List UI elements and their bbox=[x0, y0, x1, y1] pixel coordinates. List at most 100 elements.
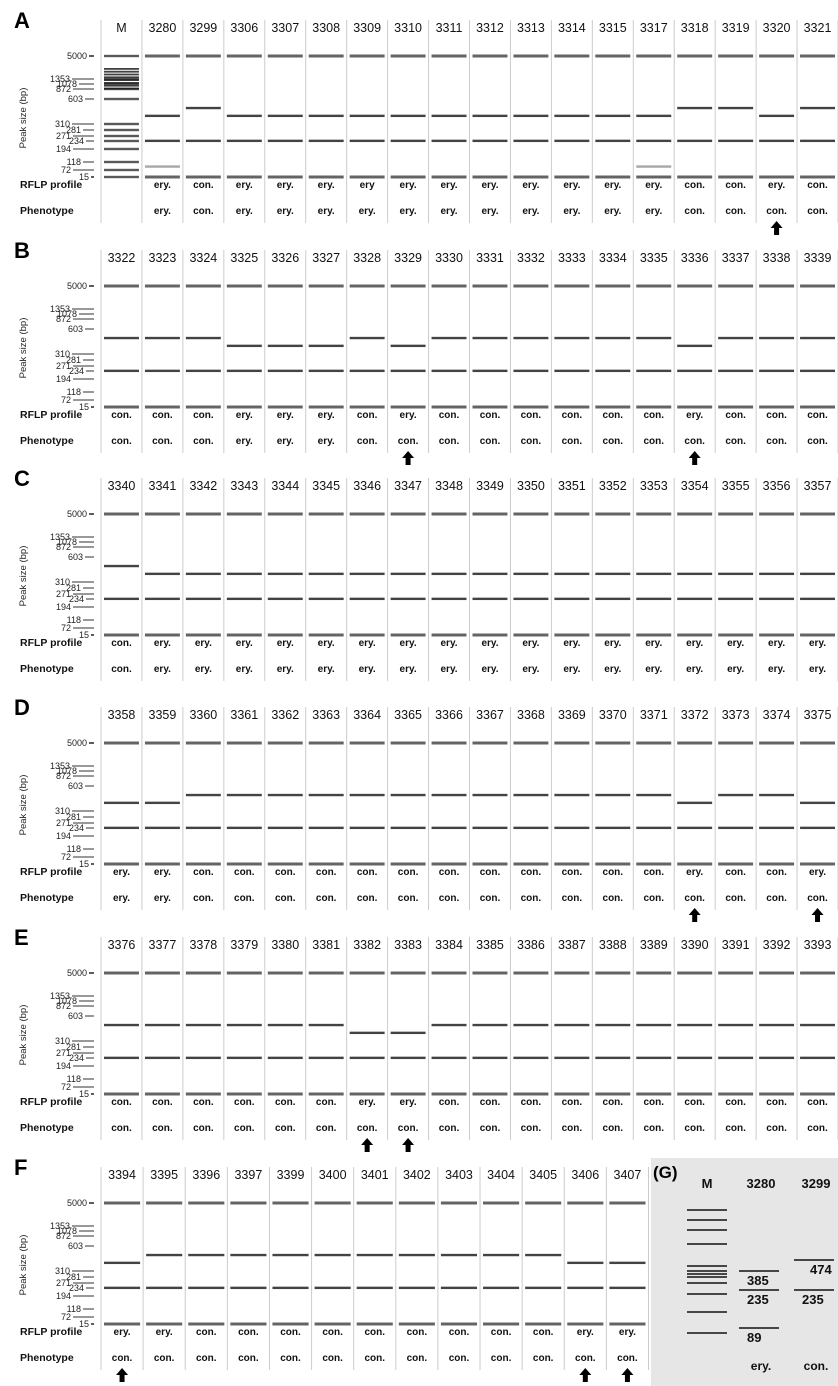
phenotype-value: con. bbox=[357, 436, 378, 447]
lane-band bbox=[314, 1286, 351, 1290]
lane-number: 3380 bbox=[271, 938, 299, 952]
schematic-band-size: 474 bbox=[810, 1262, 832, 1277]
phenotype-value: ery. bbox=[481, 206, 498, 217]
lane-band bbox=[718, 572, 754, 576]
lane-band bbox=[513, 114, 549, 118]
lane-band bbox=[349, 175, 385, 179]
phenotype-value: con. bbox=[111, 436, 132, 447]
lane-band bbox=[513, 336, 549, 340]
lane-band bbox=[104, 597, 139, 601]
lane-band bbox=[308, 1092, 344, 1096]
phenotype-value: con. bbox=[439, 1123, 460, 1134]
rflp-value: con. bbox=[603, 410, 624, 421]
lane-band bbox=[390, 862, 426, 866]
lane-band bbox=[472, 793, 508, 797]
discordance-arrow-icon bbox=[811, 908, 824, 922]
lane-number: 3369 bbox=[558, 708, 586, 722]
phenotype-value: ery. bbox=[277, 664, 294, 675]
lane-band bbox=[185, 971, 221, 975]
lane-band bbox=[144, 54, 180, 58]
panel-label: C bbox=[14, 466, 30, 491]
ladder-tick-label: 281 bbox=[66, 355, 81, 365]
lane-band bbox=[513, 862, 549, 866]
lane-band bbox=[308, 114, 344, 118]
rflp-value: ery. bbox=[359, 1097, 376, 1108]
lane-band bbox=[800, 336, 835, 340]
rflp-value: con. bbox=[480, 867, 501, 878]
ladder-tick-label: 603 bbox=[68, 781, 83, 791]
rflp-value: con. bbox=[521, 867, 542, 878]
schematic-label: (G) bbox=[653, 1163, 678, 1182]
phenotype-value: con. bbox=[364, 1353, 385, 1364]
lane-band bbox=[308, 741, 344, 745]
lane-number: 3315 bbox=[599, 21, 627, 35]
lane-number: 3347 bbox=[394, 479, 422, 493]
lane-number: 3351 bbox=[558, 479, 586, 493]
rflp-value: ery. bbox=[563, 638, 580, 649]
lane-band bbox=[431, 405, 467, 409]
ladder-tick-label: 5000 bbox=[67, 968, 87, 978]
lane-band bbox=[554, 793, 590, 797]
lane-number: 3312 bbox=[476, 21, 504, 35]
lane-band bbox=[349, 741, 385, 745]
lane-band bbox=[349, 369, 385, 373]
phenotype-value: con. bbox=[725, 893, 746, 904]
ladder-tick-label: 15 bbox=[79, 859, 89, 869]
phenotype-value: con. bbox=[684, 1123, 705, 1134]
lane-band bbox=[677, 1023, 713, 1027]
lane-number: 3343 bbox=[230, 479, 258, 493]
ladder-tick-label: 234 bbox=[69, 823, 84, 833]
rflp-value: con. bbox=[275, 867, 296, 878]
lane-number: 3388 bbox=[599, 938, 627, 952]
lane-band bbox=[759, 633, 795, 637]
lane-band bbox=[595, 54, 631, 58]
ladder-tick-label: 872 bbox=[56, 1001, 71, 1011]
rflp-value: con. bbox=[725, 1097, 746, 1108]
lane-band bbox=[800, 139, 835, 143]
lane-number: 3310 bbox=[394, 21, 422, 35]
rflp-value: ery. bbox=[154, 638, 171, 649]
lane-band bbox=[718, 1023, 754, 1027]
ladder-tick-label: 5000 bbox=[67, 738, 87, 748]
lane-number: 3329 bbox=[394, 251, 422, 265]
lane-band bbox=[308, 572, 344, 576]
lane-band bbox=[144, 336, 180, 340]
lane-band bbox=[800, 284, 835, 288]
lane-number: 3403 bbox=[445, 1168, 473, 1182]
rflp-value: con. bbox=[193, 180, 214, 191]
lane-number: 3366 bbox=[435, 708, 463, 722]
lane-band bbox=[595, 369, 631, 373]
lane-band bbox=[440, 1286, 478, 1290]
schematic-lane-label: 3280 bbox=[747, 1176, 776, 1191]
lane-band bbox=[759, 512, 795, 516]
lane-band bbox=[390, 971, 426, 975]
phenotype-value: ery. bbox=[113, 893, 130, 904]
ladder-tick-label: 5000 bbox=[67, 281, 87, 291]
lane-band bbox=[595, 633, 631, 637]
rflp-value: ery. bbox=[727, 638, 744, 649]
phenotype-value: con. bbox=[398, 893, 419, 904]
ladder-tick-label: 310 bbox=[55, 349, 70, 359]
lane-band bbox=[677, 1092, 713, 1096]
lane-band bbox=[431, 826, 467, 830]
lane-number: 3331 bbox=[476, 251, 504, 265]
lane-number: 3391 bbox=[722, 938, 750, 952]
rflp-value: ery. bbox=[400, 410, 417, 421]
lane-band bbox=[595, 793, 631, 797]
lane-band bbox=[144, 139, 180, 143]
lane-band bbox=[188, 1253, 225, 1257]
lane-band bbox=[718, 336, 754, 340]
marker-lane-label: M bbox=[116, 21, 126, 35]
lane-band bbox=[677, 139, 713, 143]
lane-band bbox=[185, 793, 221, 797]
lane-band bbox=[718, 971, 754, 975]
lane-number: 3381 bbox=[312, 938, 340, 952]
lane-band bbox=[185, 175, 221, 179]
rflp-value: ery. bbox=[359, 638, 376, 649]
marker-band bbox=[104, 82, 139, 86]
lane-band bbox=[554, 971, 590, 975]
lane-band bbox=[398, 1322, 435, 1326]
phenotype-value: ery. bbox=[686, 664, 703, 675]
lane-band bbox=[759, 1056, 795, 1060]
lane-band bbox=[349, 862, 385, 866]
